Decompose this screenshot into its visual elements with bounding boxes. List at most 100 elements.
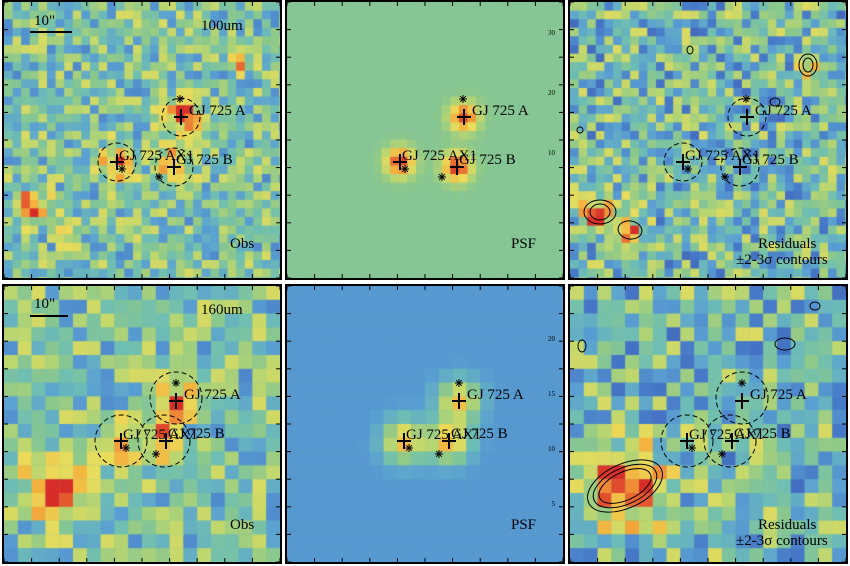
scale-bar-label: 10" bbox=[34, 13, 56, 29]
overlay-160um-obs: GJ 725 A GJ 725 BGJ 725 AX1 bbox=[4, 286, 280, 562]
psf-axis-tick-label: 10 bbox=[548, 149, 556, 157]
star-gj725a bbox=[459, 95, 467, 103]
star-gj725b bbox=[721, 173, 729, 181]
corner-label: PSF bbox=[511, 236, 537, 252]
marker-gj725b bbox=[159, 433, 173, 449]
overlay-160um-residuals: GJ 725 A GJ 725 BGJ 725 AX1 bbox=[570, 286, 846, 562]
marker-gj725b bbox=[450, 159, 464, 175]
corner-label: Residuals bbox=[758, 236, 817, 252]
star-gj725a bbox=[738, 379, 746, 387]
label-gj725a: GJ 725 A bbox=[467, 387, 524, 403]
psf-axis-tick-label: 15 bbox=[548, 390, 556, 398]
marker-gj725ax1 bbox=[393, 154, 407, 170]
label-gj725ax1: GJ 725 AX1 bbox=[402, 148, 477, 164]
aperture-gj725b bbox=[137, 414, 191, 468]
image-100um-psf bbox=[287, 2, 563, 278]
marker-gj725ax1 bbox=[397, 433, 411, 449]
corner-label: Obs bbox=[230, 517, 255, 533]
label-gj725b: GJ 725 B bbox=[168, 426, 225, 442]
psf-axis-tick-label: 30 bbox=[548, 29, 556, 37]
aperture-gj725ax1 bbox=[663, 142, 703, 182]
axis-ticks: 30 20 10 bbox=[287, 2, 563, 278]
marker-gj725ax1 bbox=[110, 154, 124, 170]
label-gj725a: GJ 725 A bbox=[189, 103, 246, 119]
panel-160um-obs: GJ 725 A GJ 725 B GJ 725 AX1 160um 10" Obs bbox=[2, 284, 282, 564]
label-gj725a: GJ 725 A bbox=[750, 387, 807, 403]
axis-ticks bbox=[4, 2, 280, 278]
aperture-gj725ax1 bbox=[94, 414, 148, 468]
aperture-gj725b bbox=[154, 147, 194, 187]
marker-gj725ax1 bbox=[114, 433, 128, 449]
star-gj725b bbox=[435, 450, 443, 458]
marker-gj725ax1 bbox=[680, 433, 694, 449]
star-gj725b bbox=[438, 173, 446, 181]
label-gj725a: GJ 725 A bbox=[184, 387, 241, 403]
scale-bar-label: 10" bbox=[34, 296, 56, 312]
axis-ticks bbox=[570, 286, 846, 562]
label-gj725b: GJ 725 B bbox=[176, 152, 233, 168]
marker-gj725a bbox=[457, 109, 471, 125]
band-label: 100um bbox=[201, 18, 243, 34]
image-160um-residuals bbox=[570, 286, 846, 562]
label-gj725b: GJ 725 B bbox=[734, 426, 791, 442]
marker-gj725b bbox=[167, 159, 181, 175]
overlay-160um-psf: 20 15 10 5 GJ 725 A GJ 725 BGJ 725 AX1 bbox=[287, 286, 563, 562]
label-gj725b: GJ 725 B bbox=[451, 426, 508, 442]
marker-gj725a bbox=[452, 393, 466, 409]
star-gj725a bbox=[455, 379, 463, 387]
marker-gj725b bbox=[442, 433, 456, 449]
star-gj725b bbox=[718, 450, 726, 458]
star-gj725ax1 bbox=[401, 165, 409, 173]
residual-contours bbox=[576, 45, 818, 240]
label-gj725ax1: GJ 725 AX1 bbox=[123, 427, 198, 443]
band-label: 160um bbox=[201, 302, 243, 318]
image-100um-obs bbox=[4, 2, 280, 278]
scale-bar bbox=[30, 31, 72, 33]
aperture-gj725b bbox=[703, 414, 757, 468]
image-160um-psf bbox=[287, 286, 563, 562]
aperture-gj725a bbox=[715, 371, 769, 425]
label-gj725a: GJ 725 A bbox=[755, 103, 812, 119]
label-gj725ax1: GJ 725 AX1 bbox=[685, 148, 760, 164]
axis-ticks bbox=[570, 2, 846, 278]
panel-160um-psf: 20 15 10 5 GJ 725 A GJ 725 B GJ 725 AX1 PSF bbox=[285, 284, 565, 564]
label-gj725ax1: GJ 725 AX1 bbox=[119, 148, 194, 164]
label-gj725b: GJ 725 B bbox=[459, 152, 516, 168]
star-gj725ax1 bbox=[688, 444, 696, 452]
aperture-gj725b bbox=[720, 147, 760, 187]
star-gj725b bbox=[155, 173, 163, 181]
corner-label-2: ±2-3σ contours bbox=[736, 252, 828, 268]
star-gj725b bbox=[152, 450, 160, 458]
axis-ticks bbox=[4, 286, 280, 562]
aperture-gj725ax1 bbox=[97, 142, 137, 182]
residual-contours bbox=[577, 301, 821, 513]
star-gj725ax1 bbox=[118, 165, 126, 173]
image-100um-residuals bbox=[570, 2, 846, 278]
label-gj725ax1: GJ 725 AX1 bbox=[406, 427, 481, 443]
image-160um-obs bbox=[4, 286, 280, 562]
panel-160um-residuals: GJ 725 A GJ 725 B GJ 725 AX1 Residuals ±2-… bbox=[568, 284, 848, 564]
psf-axis-tick-label: 10 bbox=[548, 445, 556, 453]
marker-gj725a bbox=[735, 393, 749, 409]
marker-gj725a bbox=[740, 109, 754, 125]
star-gj725ax1 bbox=[684, 165, 692, 173]
scale-bar bbox=[30, 315, 68, 317]
label-gj725b: GJ 725 B bbox=[742, 152, 799, 168]
marker-gj725b bbox=[725, 433, 739, 449]
star-gj725a bbox=[176, 95, 184, 103]
psf-axis-tick-label: 20 bbox=[548, 335, 556, 343]
label-gj725ax1: GJ 725 AX1 bbox=[689, 427, 764, 443]
corner-label: Obs bbox=[230, 236, 255, 252]
marker-gj725b bbox=[733, 159, 747, 175]
panel-100um-psf: 30 20 10 GJ 725 A GJ 725 B GJ 725 AX1 PSF bbox=[285, 0, 565, 280]
star-gj725a bbox=[172, 379, 180, 387]
overlay-100um-residuals: GJ 725 A GJ 725 BGJ 725 AX1 bbox=[570, 2, 846, 278]
star-gj725ax1 bbox=[405, 444, 413, 452]
overlay-100um-psf: 30 20 10 GJ 725 A GJ 725 BGJ 725 AX1 bbox=[287, 2, 563, 278]
psf-axis-tick-label: 5 bbox=[552, 500, 556, 508]
marker-gj725a bbox=[169, 393, 183, 409]
star-gj725ax1 bbox=[122, 444, 130, 452]
panel-100um-obs: GJ 725 A GJ 725 B GJ 725 AX1 100um 10" Obs bbox=[2, 0, 282, 280]
label-gj725a: GJ 725 A bbox=[472, 103, 529, 119]
marker-gj725a bbox=[174, 109, 188, 125]
